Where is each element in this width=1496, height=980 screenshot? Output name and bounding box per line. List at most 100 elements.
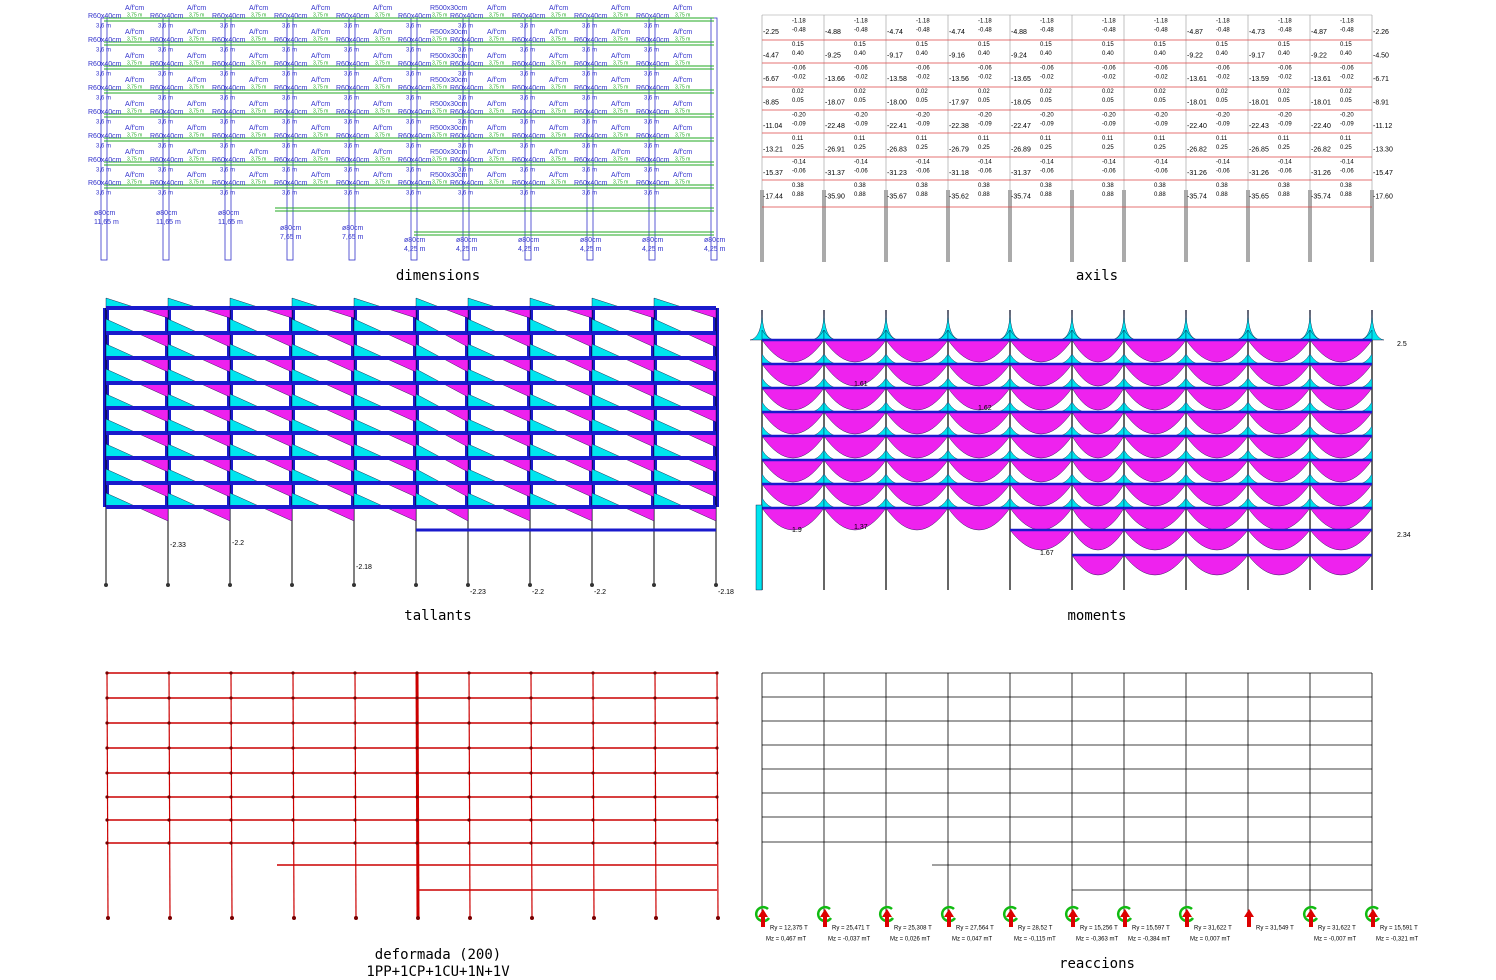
label: -0.20 [1278, 113, 1292, 119]
shear-positive [529, 443, 562, 459]
shear-band [292, 331, 354, 335]
label: 0.38 [854, 183, 866, 189]
label: 0.25 [854, 145, 866, 151]
label: -35.62 [949, 193, 969, 200]
label: -13.58 [887, 76, 907, 83]
shear-negative [136, 457, 169, 473]
label: 0.15 [854, 42, 866, 48]
shear-negative [384, 357, 417, 373]
shear-positive [591, 492, 624, 508]
shear-negative [622, 332, 655, 348]
shear-negative [560, 432, 593, 448]
shear-negative [684, 457, 717, 473]
moment-sagging [1247, 339, 1311, 363]
shear-band [168, 356, 230, 360]
label: 3,6 m [520, 168, 535, 174]
moment-sagging [761, 459, 825, 483]
label: Ry = 31,549 T [1256, 926, 1294, 932]
label: R60x40cm [512, 180, 546, 187]
moment-sagging [1123, 339, 1187, 363]
label: -22.43 [1249, 123, 1269, 130]
label: -0.02 [978, 75, 992, 81]
node [529, 696, 533, 700]
shear-positive [467, 343, 500, 359]
shear-negative [384, 432, 417, 448]
label: R60x40cm [574, 133, 608, 140]
shear-positive [167, 393, 200, 409]
label: 3,75 m [375, 132, 390, 138]
node [467, 841, 471, 845]
label: A/f'cm [373, 125, 392, 132]
label: 3,6 m [406, 96, 421, 102]
shear-positive [229, 318, 262, 334]
label: 3,6 m [520, 24, 535, 30]
label: -13.61 [1311, 76, 1331, 83]
label: -0.48 [978, 28, 992, 34]
reaction-arrow [820, 909, 830, 927]
shear-negative [198, 407, 231, 423]
node [653, 795, 657, 799]
label: ø80cm [156, 210, 178, 217]
label: Ry = 15,597 T [1132, 926, 1170, 932]
label: R60x40cm [450, 109, 484, 116]
label: 0.15 [1102, 42, 1114, 48]
shear-positive [591, 393, 624, 409]
label: -0.06 [792, 169, 806, 175]
label: A/f'cm [673, 172, 692, 179]
label: ø80cm [342, 225, 364, 232]
label: -2.2 [594, 589, 606, 596]
label: 3,6 m [96, 24, 111, 30]
shear-band [654, 356, 716, 360]
label: 3,75 m [313, 156, 328, 162]
shear-negative [684, 432, 717, 448]
moment-sagging [1309, 459, 1373, 483]
label: -18.01 [1249, 99, 1269, 106]
label: 3,75 m [313, 108, 328, 114]
node [167, 771, 171, 775]
moment-sagging [1071, 387, 1125, 411]
shear-negative [498, 357, 531, 373]
moment-sagging [1247, 507, 1311, 531]
shear-negative [441, 432, 469, 448]
label: A/f'cm [373, 53, 392, 60]
shear-band [354, 381, 416, 385]
label: 3,6 m [158, 72, 173, 78]
shear-band [168, 481, 230, 485]
label: -0.06 [1154, 66, 1168, 72]
label: -2.2 [532, 589, 544, 596]
shear-negative [198, 506, 231, 522]
label: 3,75 m [375, 179, 390, 185]
label: -4.87 [1187, 29, 1203, 36]
node [105, 771, 109, 775]
shear-negative [498, 506, 531, 522]
label: -4.88 [1011, 29, 1027, 36]
node [529, 721, 533, 725]
shear-positive [105, 393, 138, 409]
shear-band [230, 306, 292, 310]
label: 0.02 [978, 89, 990, 95]
shear-band [230, 481, 292, 485]
label: A/f'cm [611, 149, 630, 156]
label: R60x40cm [450, 85, 484, 92]
label: A/f'cm [125, 101, 144, 108]
shear-negative [260, 407, 293, 423]
label: R60x40cm [336, 13, 370, 20]
moment-arrow [1178, 905, 1195, 923]
label: 0.38 [1102, 183, 1114, 189]
label: A/f'cm [549, 5, 568, 12]
label: 3,6 m [406, 144, 421, 150]
caption: axils [1076, 268, 1118, 284]
moment-arrow [816, 905, 833, 923]
moment-sagging [1009, 435, 1073, 459]
label: Ry = 31,622 T [1318, 926, 1356, 932]
label: Ry = 31,622 T [1194, 926, 1232, 932]
label: -0.06 [854, 169, 868, 175]
label: A/f'cm [673, 125, 692, 132]
label: 0.38 [1340, 183, 1352, 189]
label: -26.82 [1311, 146, 1331, 153]
label: 3,75 m [127, 156, 142, 162]
label: 3,6 m [220, 120, 235, 126]
node [229, 746, 233, 750]
shear-negative [198, 432, 231, 448]
moment-sagging [761, 507, 825, 531]
